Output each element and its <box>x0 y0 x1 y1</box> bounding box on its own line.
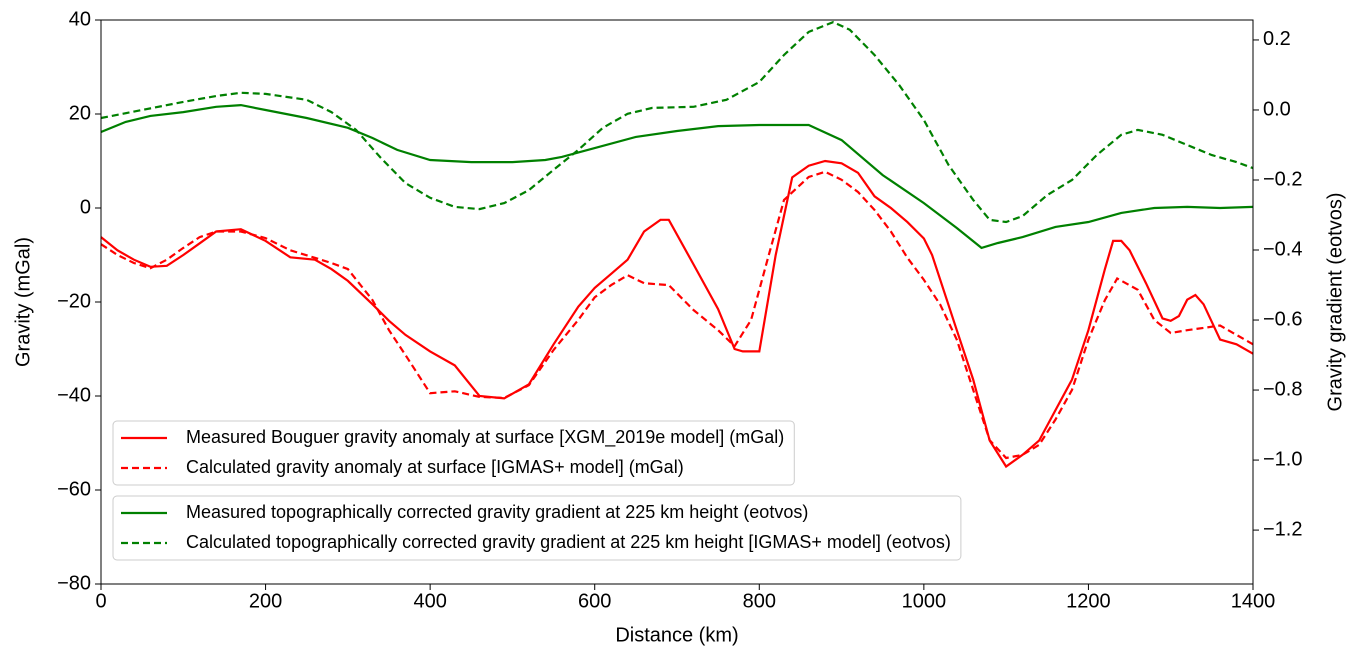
y2-tick-label: −1.2 <box>1263 518 1302 540</box>
y-tick-label: 0 <box>80 196 91 218</box>
x-tick-label: 400 <box>413 590 446 612</box>
y-tick-label: −60 <box>57 478 91 500</box>
y2-tick-label: −1.0 <box>1263 448 1302 470</box>
x-tick-label: 200 <box>249 590 282 612</box>
y2-tick-label: −0.6 <box>1263 308 1302 330</box>
y2-tick-label: −0.2 <box>1263 168 1302 190</box>
y2-tick-label: 0.0 <box>1263 98 1291 120</box>
legend: Measured topographically corrected gravi… <box>112 495 962 561</box>
data-line <box>100 159 1254 469</box>
data-line <box>100 170 1254 460</box>
y2-tick-label: −0.8 <box>1263 378 1302 400</box>
legend-box <box>112 420 795 486</box>
y-tick-label: 40 <box>69 8 91 30</box>
x-tick-label: 800 <box>743 590 776 612</box>
data-line <box>100 20 1254 224</box>
legend-box <box>112 495 962 561</box>
data-line <box>100 103 1254 250</box>
y-tick-label: −20 <box>57 290 91 312</box>
legend-label: Measured topographically corrected gravi… <box>186 502 808 522</box>
x-tick-label: 1000 <box>902 590 947 612</box>
y-tick-label: −80 <box>57 572 91 594</box>
legend-label: Calculated gravity anomaly at surface [I… <box>186 457 684 477</box>
x-tick-label: 1400 <box>1231 590 1276 612</box>
x-axis-label: Distance (km) <box>615 624 738 646</box>
x-tick-label: 0 <box>95 590 106 612</box>
legend: Measured Bouguer gravity anomaly at surf… <box>112 420 795 486</box>
plot-frame <box>100 19 1254 585</box>
y2-tick-label: 0.2 <box>1263 28 1291 50</box>
x-tick-label: 1200 <box>1066 590 1111 612</box>
y2-tick-label: −0.4 <box>1263 238 1302 260</box>
y2-axis-label: Gravity gradient (eotvos) <box>1324 193 1346 412</box>
y-tick-label: −40 <box>57 384 91 406</box>
y-tick-label: 20 <box>69 102 91 124</box>
x-tick-label: 600 <box>578 590 611 612</box>
y-axis-label: Gravity (mGal) <box>12 237 34 367</box>
legend-label: Calculated topographically corrected gra… <box>186 532 951 552</box>
legend-label: Measured Bouguer gravity anomaly at surf… <box>186 427 784 448</box>
